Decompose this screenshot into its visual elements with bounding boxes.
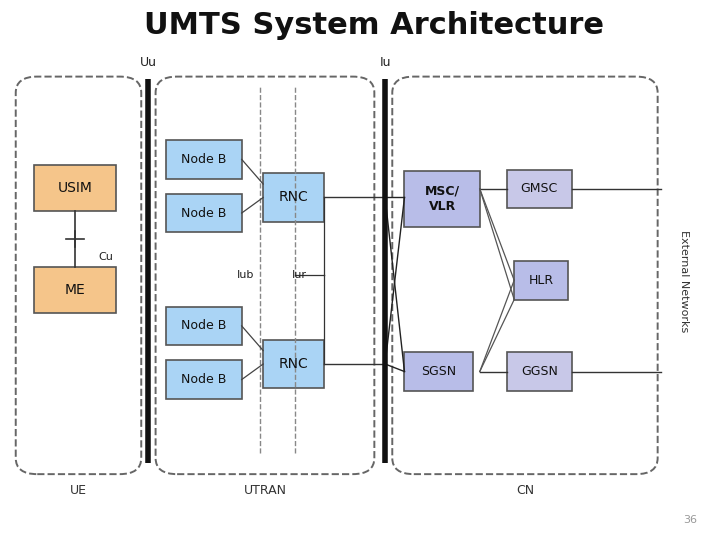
Text: GGSN: GGSN (521, 365, 558, 378)
FancyBboxPatch shape (34, 267, 116, 313)
Text: HLR: HLR (528, 274, 554, 287)
FancyBboxPatch shape (507, 352, 572, 391)
FancyBboxPatch shape (166, 360, 242, 399)
Text: Node B: Node B (181, 373, 227, 386)
Text: Cu: Cu (98, 252, 113, 261)
Text: RNC: RNC (279, 191, 309, 205)
FancyBboxPatch shape (264, 173, 324, 221)
Text: CN: CN (516, 484, 534, 497)
Text: 36: 36 (683, 515, 697, 525)
FancyBboxPatch shape (166, 194, 242, 232)
Text: Iu: Iu (379, 56, 391, 69)
Text: Uu: Uu (140, 56, 157, 69)
Text: Iub: Iub (237, 271, 254, 280)
Text: UE: UE (70, 484, 87, 497)
FancyBboxPatch shape (514, 261, 568, 300)
Text: RNC: RNC (279, 357, 309, 371)
FancyBboxPatch shape (392, 77, 657, 474)
FancyBboxPatch shape (405, 171, 480, 227)
Text: UMTS System Architecture: UMTS System Architecture (144, 11, 604, 40)
Text: MSC/
VLR: MSC/ VLR (425, 185, 459, 213)
FancyBboxPatch shape (166, 307, 242, 345)
Text: Node B: Node B (181, 153, 227, 166)
Text: Iur: Iur (292, 271, 307, 280)
Text: SGSN: SGSN (421, 365, 456, 378)
Text: Node B: Node B (181, 207, 227, 220)
FancyBboxPatch shape (264, 340, 324, 388)
FancyBboxPatch shape (156, 77, 374, 474)
FancyBboxPatch shape (507, 170, 572, 208)
Text: ME: ME (65, 283, 85, 297)
FancyBboxPatch shape (166, 140, 242, 179)
Text: GMSC: GMSC (521, 183, 558, 195)
Text: External Networks: External Networks (679, 230, 689, 332)
FancyBboxPatch shape (405, 352, 472, 391)
Text: UTRAN: UTRAN (243, 484, 287, 497)
FancyBboxPatch shape (16, 77, 141, 474)
FancyBboxPatch shape (34, 165, 116, 211)
Text: Node B: Node B (181, 319, 227, 333)
Text: USIM: USIM (58, 181, 92, 195)
